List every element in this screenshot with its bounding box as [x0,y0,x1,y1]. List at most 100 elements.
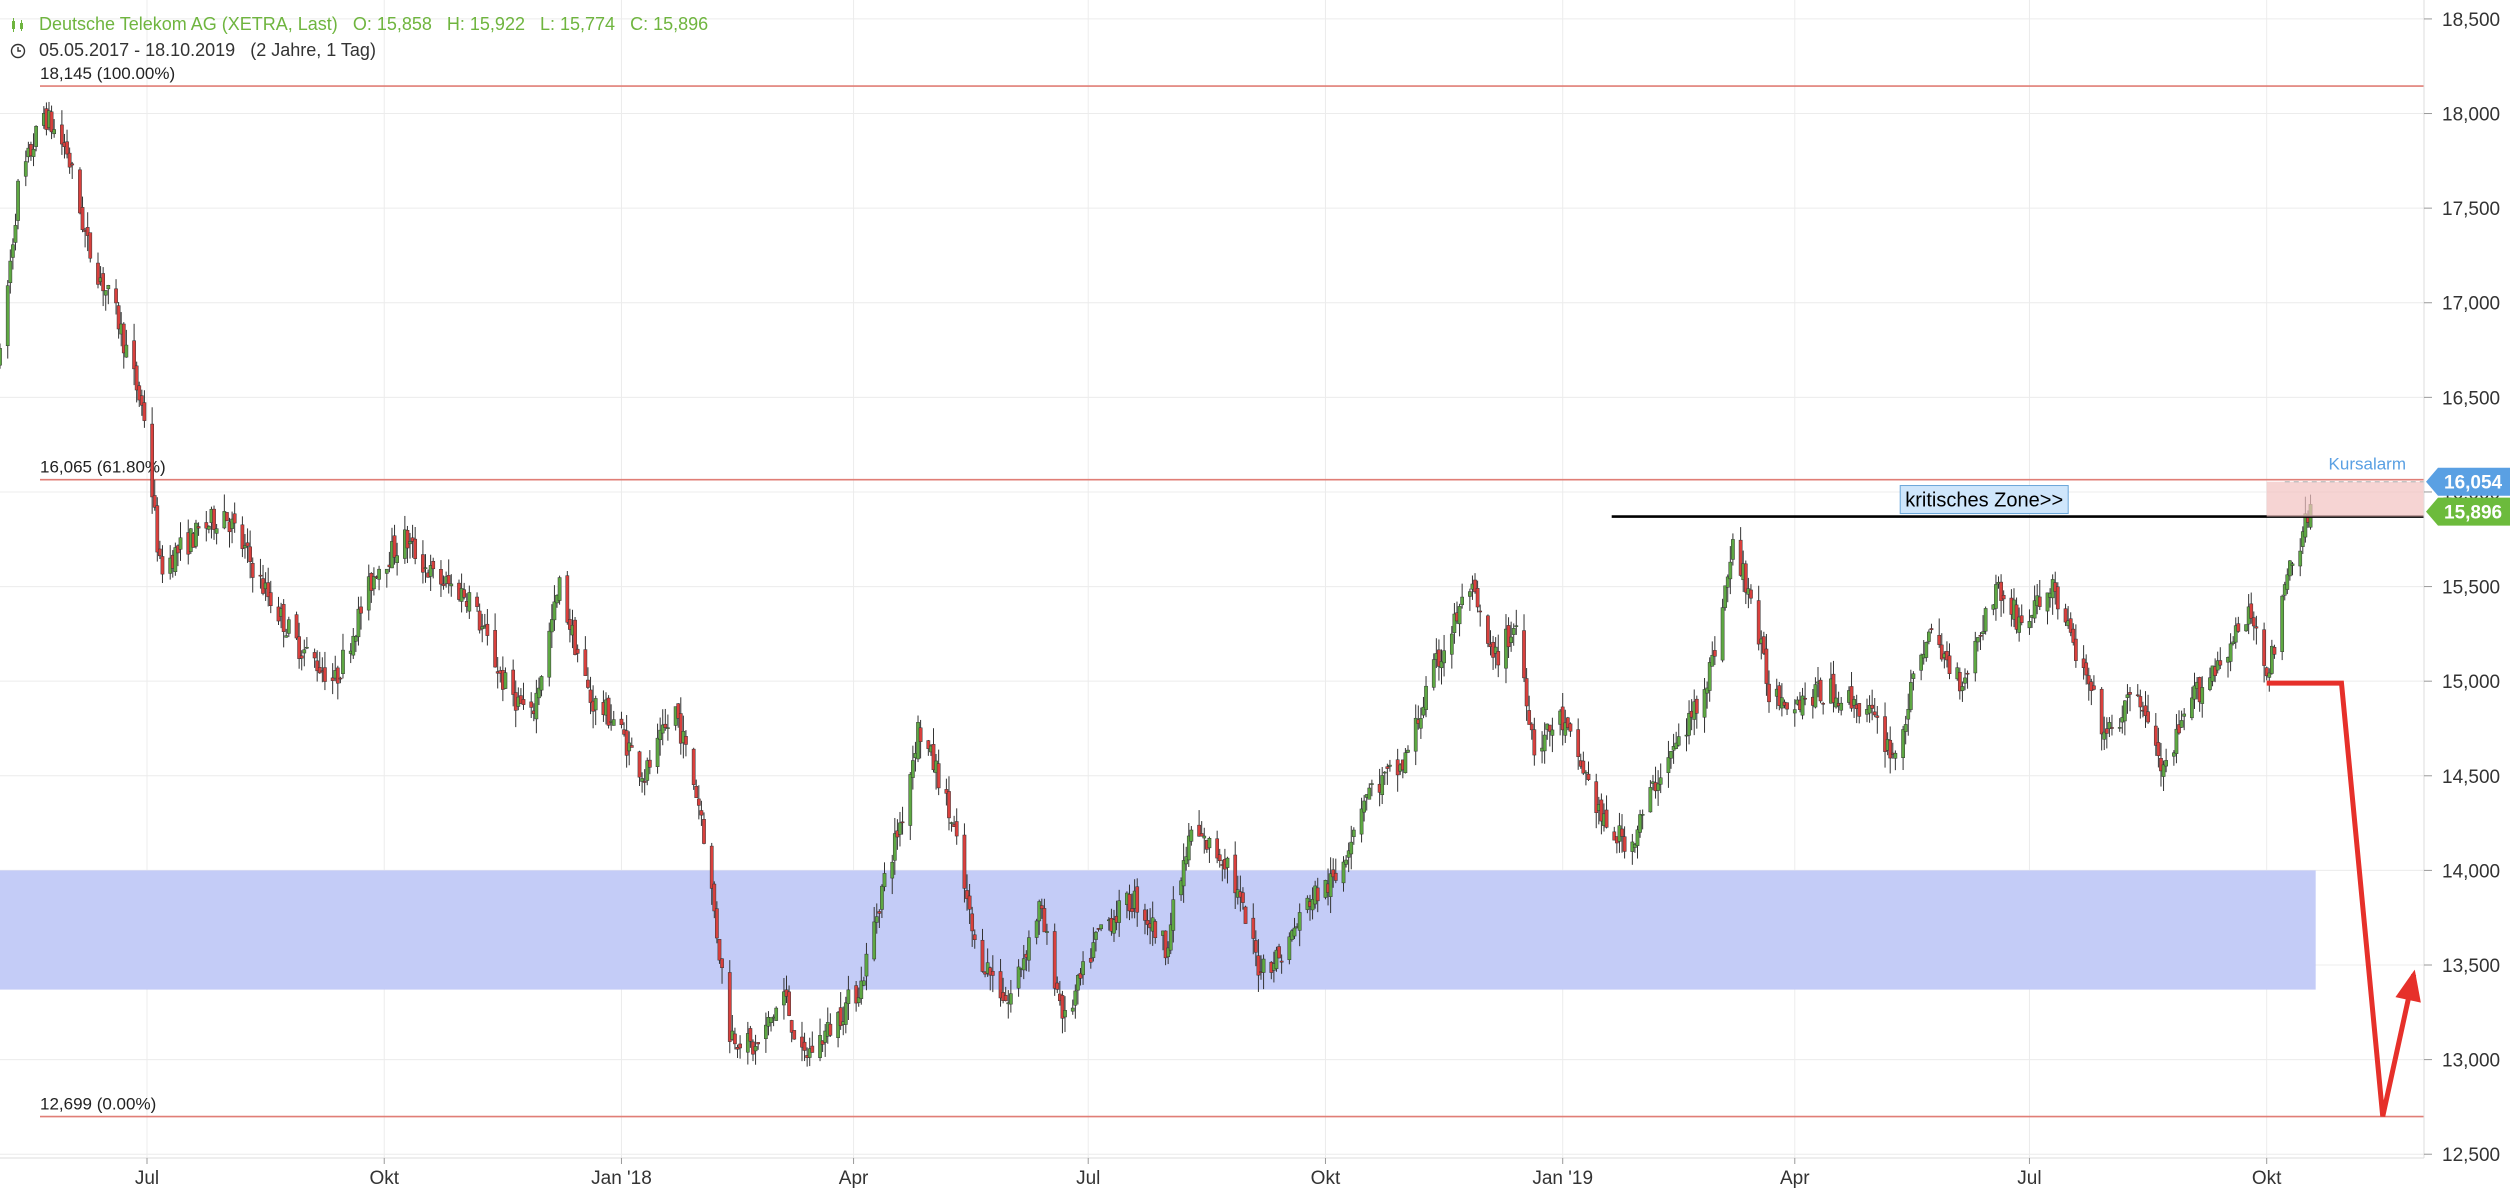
candle-body [856,997,861,1003]
candle-body [678,713,683,744]
candle-body [1731,539,1735,560]
candle-body [1883,716,1887,752]
candle-body [1656,783,1660,791]
candle-body [926,740,931,749]
candle-body [1256,955,1261,976]
high-value: H: 15,922 [446,14,525,34]
candle-body [1983,608,1988,632]
candle-body [2200,687,2205,704]
current-price-badge-shape [2426,497,2510,526]
candle-body [305,646,309,649]
candle-body [1939,644,1944,660]
candle-body [1908,682,1913,710]
candle-body [1055,982,1060,990]
candle-body [745,1033,750,1053]
candle-body [1359,808,1364,835]
candle-body [1620,828,1624,837]
candle-body [134,365,139,391]
candle-body [1171,899,1176,931]
candle-body [1560,706,1565,731]
candle-body [1076,975,1080,991]
candle-body [2084,662,2089,676]
candle-body [1145,920,1150,925]
candle-body [16,180,20,221]
candle-body [738,1043,742,1049]
candle-body [1749,589,1753,599]
candle-body [1566,717,1570,728]
candle-body [1901,729,1905,758]
y-tick-label: 14,500 [2442,767,2500,788]
candle-body [593,698,598,711]
candle-body [65,141,69,155]
candle-body [1674,742,1679,749]
low-value: L: 15,774 [539,14,616,34]
candle-body [1486,615,1490,644]
candle-body [266,582,271,598]
candle-body [1906,708,1911,720]
candle-body [1037,901,1042,922]
candle-body [1911,673,1916,679]
candle-body [214,528,219,534]
candle-body [1963,677,1967,684]
candle-body [101,273,105,292]
candle-body [1287,936,1292,960]
candle-body [1527,710,1532,725]
candle-body [2037,596,2042,607]
candle-body [1351,829,1356,837]
candle-body [207,525,211,530]
candle-body [1888,739,1893,759]
candle-body [583,649,588,676]
candle-body [132,340,136,370]
candle-body [892,833,897,861]
candle-body [1189,829,1194,842]
candle-body [2123,700,2127,722]
candle-body [998,971,1003,999]
candle-body [2282,584,2287,596]
candle-body [1496,651,1501,666]
candle-body [2228,643,2233,662]
candle-body [243,545,247,549]
candle-body [1179,880,1183,896]
candle-body [575,648,580,654]
candle-body [1599,799,1604,822]
candle-body [949,822,954,824]
candle-body [1135,886,1140,913]
candle-body [931,744,936,771]
candle-body [717,939,722,961]
candle-body [1800,695,1805,716]
candle-body [2146,711,2150,723]
candle-body [1449,633,1454,655]
candle-body [1143,909,1147,921]
candle-body [1792,709,1797,714]
candle-body [1127,894,1132,912]
candle-body [1957,672,1962,692]
candle-body [1207,838,1212,849]
candle-body [8,260,13,284]
projection-arrow-head [2395,969,2421,1003]
candle-body [1767,683,1771,703]
candle-body [1277,946,1281,959]
candle-body [1713,650,1717,657]
candle-body [573,619,577,655]
candle-body [2298,550,2303,567]
candle-body [2074,638,2078,661]
clock-icon [10,44,26,59]
candle-body [699,810,704,816]
candle-body [1003,995,1008,1002]
candle-body [1852,699,1856,706]
candle-body [843,1002,848,1025]
y-tick-label: 13,000 [2442,1051,2500,1072]
candle-body [1439,661,1444,669]
candle-body [1130,908,1134,912]
candle-body [1973,640,1978,674]
candle-body [2135,694,2140,697]
candle-body [338,677,343,680]
alarm-price-badge-text: 16,054 [2444,473,2503,494]
candle-body [586,679,590,688]
candle-body [1166,947,1171,958]
candle-body [1870,704,1875,709]
candle-body [980,939,985,972]
candle-body [1803,697,1807,700]
candlesticks [0,101,2313,1067]
